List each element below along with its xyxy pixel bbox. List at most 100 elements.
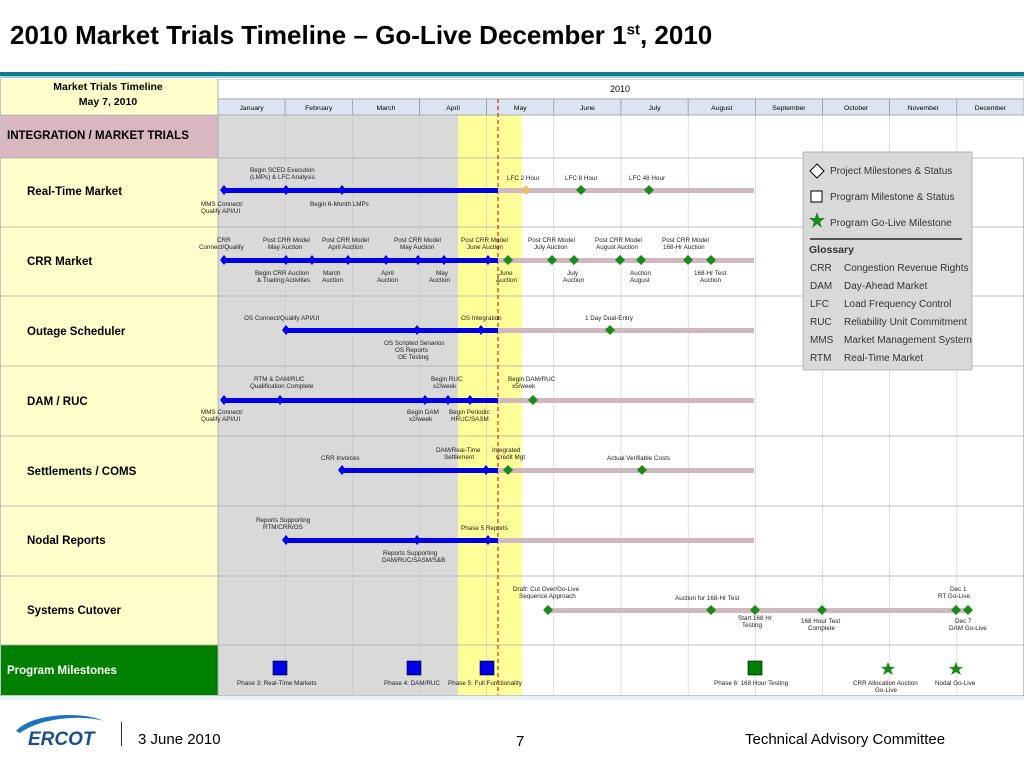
crr-note: Post CRR Model bbox=[528, 237, 575, 244]
milestone-label: Phase 3: Real-Time Markets bbox=[237, 680, 317, 687]
diamond-icon bbox=[809, 163, 825, 179]
cutover-milestone bbox=[543, 605, 553, 615]
logo-text: ERCOT bbox=[28, 729, 96, 750]
crr-milestone bbox=[503, 255, 513, 265]
legend-box bbox=[802, 151, 973, 371]
title-superscript: st bbox=[626, 21, 640, 39]
crr-note: June Auction bbox=[467, 244, 504, 251]
settlements-note: Credit Mgt bbox=[496, 454, 525, 461]
settlements-progress-bar bbox=[342, 468, 498, 473]
slide-title: 2010 Market Trials Timeline – Go-Live De… bbox=[10, 20, 712, 51]
crr-progress-bar bbox=[222, 258, 498, 263]
program-milestones-label: Program Milestones bbox=[7, 665, 117, 677]
rtm-note: (LMPs) & LFC Analysis bbox=[250, 174, 315, 181]
glossary-abbr: MMS bbox=[810, 335, 834, 346]
dam-note: MMS Connect/ bbox=[201, 409, 243, 416]
timeline-date: May 7, 2010 bbox=[79, 96, 138, 108]
cutover-milestone bbox=[963, 605, 973, 615]
month-label: September bbox=[772, 105, 806, 112]
cutover-note: Complete bbox=[808, 625, 835, 632]
crr-note: Post CRR Model bbox=[595, 237, 642, 244]
month-label: February bbox=[305, 105, 333, 112]
dam-milestone bbox=[528, 395, 538, 405]
milestone-label: Go-Live bbox=[875, 687, 898, 694]
crr-milestone bbox=[615, 255, 625, 265]
row-label-real-time-market: Real-Time Market bbox=[27, 186, 122, 198]
settlements-note: DAM/Real-Time bbox=[436, 447, 481, 454]
dam-progress-bar bbox=[222, 398, 498, 403]
integration-label: INTEGRATION / MARKET TRIALS bbox=[7, 130, 189, 142]
title-tail: , 2010 bbox=[639, 20, 713, 50]
crr-note: Post CRR Model bbox=[322, 237, 369, 244]
os-milestone bbox=[605, 325, 615, 335]
crr-milestone bbox=[344, 255, 352, 265]
month-label: January bbox=[239, 105, 264, 112]
month-label: March bbox=[376, 105, 395, 112]
legend-item: Program Go-Live Milestone bbox=[830, 218, 952, 229]
crr-note: March bbox=[323, 270, 341, 277]
os-remaining-bar bbox=[498, 328, 754, 333]
os-progress-bar bbox=[286, 328, 498, 333]
crr-note: April bbox=[381, 270, 394, 277]
rtm-milestone bbox=[282, 185, 290, 195]
dam-note: Begin DAM bbox=[407, 409, 439, 416]
rtm-milestone bbox=[576, 185, 586, 195]
reports-note: Reports Supporting bbox=[383, 550, 438, 557]
crr-note: CRR bbox=[217, 237, 231, 244]
cutover-note: Dec 7 bbox=[955, 618, 972, 625]
crr-note: May bbox=[436, 270, 449, 277]
timeline-name: Market Trials Timeline bbox=[53, 81, 163, 93]
footer-band bbox=[0, 696, 1024, 700]
nodal-go-live-star-icon bbox=[949, 662, 963, 675]
settlements-remaining-bar bbox=[498, 468, 754, 473]
phase-3-marker bbox=[272, 660, 288, 676]
os-milestone bbox=[477, 325, 485, 335]
row-label-systems-cutover: Systems Cutover bbox=[27, 605, 121, 617]
row-label-dam-ruc: DAM / RUC bbox=[27, 396, 88, 408]
glossary-definition: Day-Ahead Market bbox=[844, 281, 928, 292]
settlements-note: Integrated bbox=[492, 447, 521, 454]
settlements-milestone bbox=[503, 465, 513, 475]
dam-milestone bbox=[220, 395, 228, 405]
dam-note: x5/week bbox=[512, 383, 536, 390]
settlements-note: Actual Verifiable Costs bbox=[607, 455, 670, 462]
settlements-milestone bbox=[338, 465, 346, 475]
year-label: 2010 bbox=[610, 84, 630, 94]
crr-note: Auction bbox=[377, 277, 399, 284]
os-note: OS Scripted Senarios bbox=[384, 340, 445, 347]
rtm-note: Qualify API/UI bbox=[201, 208, 240, 215]
dam-note: Begin Periodic bbox=[449, 409, 490, 416]
month-label: August bbox=[711, 105, 732, 112]
rtm-note: Begin SCED Execution bbox=[250, 167, 315, 174]
legend-item: Project Milestones & Status bbox=[830, 166, 952, 177]
crr-note: May Auction bbox=[268, 244, 303, 251]
cutover-note: DAM Go-Live bbox=[949, 625, 987, 632]
milestone-label: Phase 6: 168 Hour Testing bbox=[714, 680, 789, 687]
crr-remaining-bar bbox=[498, 258, 754, 263]
cutover-milestone bbox=[951, 605, 961, 615]
os-milestone bbox=[282, 325, 290, 335]
dam-milestone bbox=[444, 395, 452, 405]
dam-remaining-bar bbox=[498, 398, 754, 403]
dam-note: RTM & DAM/RUC bbox=[254, 376, 305, 383]
crr-note: Post CRR Model bbox=[263, 237, 310, 244]
glossary-definition: Real-Time Market bbox=[844, 353, 923, 364]
glossary-abbr: LFC bbox=[810, 299, 829, 310]
dam-milestone bbox=[276, 395, 284, 405]
os-note: OS Integration bbox=[461, 315, 502, 322]
dam-note: Begin DAM/RUC bbox=[508, 376, 556, 383]
cutover-note: RT Go-Live bbox=[938, 593, 970, 600]
os-note: OE Testing bbox=[398, 354, 429, 361]
glossary-definition: Reliability Unit Commitment bbox=[844, 317, 967, 328]
milestone-label: Phase 4: DAM/RUC bbox=[384, 680, 440, 687]
crr-note: Post CRR Model bbox=[394, 237, 441, 244]
cutover-milestone bbox=[817, 605, 827, 615]
row-label-nodal-reports: Nodal Reports bbox=[27, 535, 106, 547]
crr-milestone bbox=[414, 255, 422, 265]
reports-note: Phase 5 Reports bbox=[461, 525, 508, 532]
footer bbox=[0, 700, 1024, 768]
crr-milestone bbox=[569, 255, 579, 265]
glossary-title: Glossary bbox=[809, 244, 854, 256]
crr-note: July bbox=[567, 270, 579, 277]
glossary-abbr: CRR bbox=[810, 263, 832, 274]
